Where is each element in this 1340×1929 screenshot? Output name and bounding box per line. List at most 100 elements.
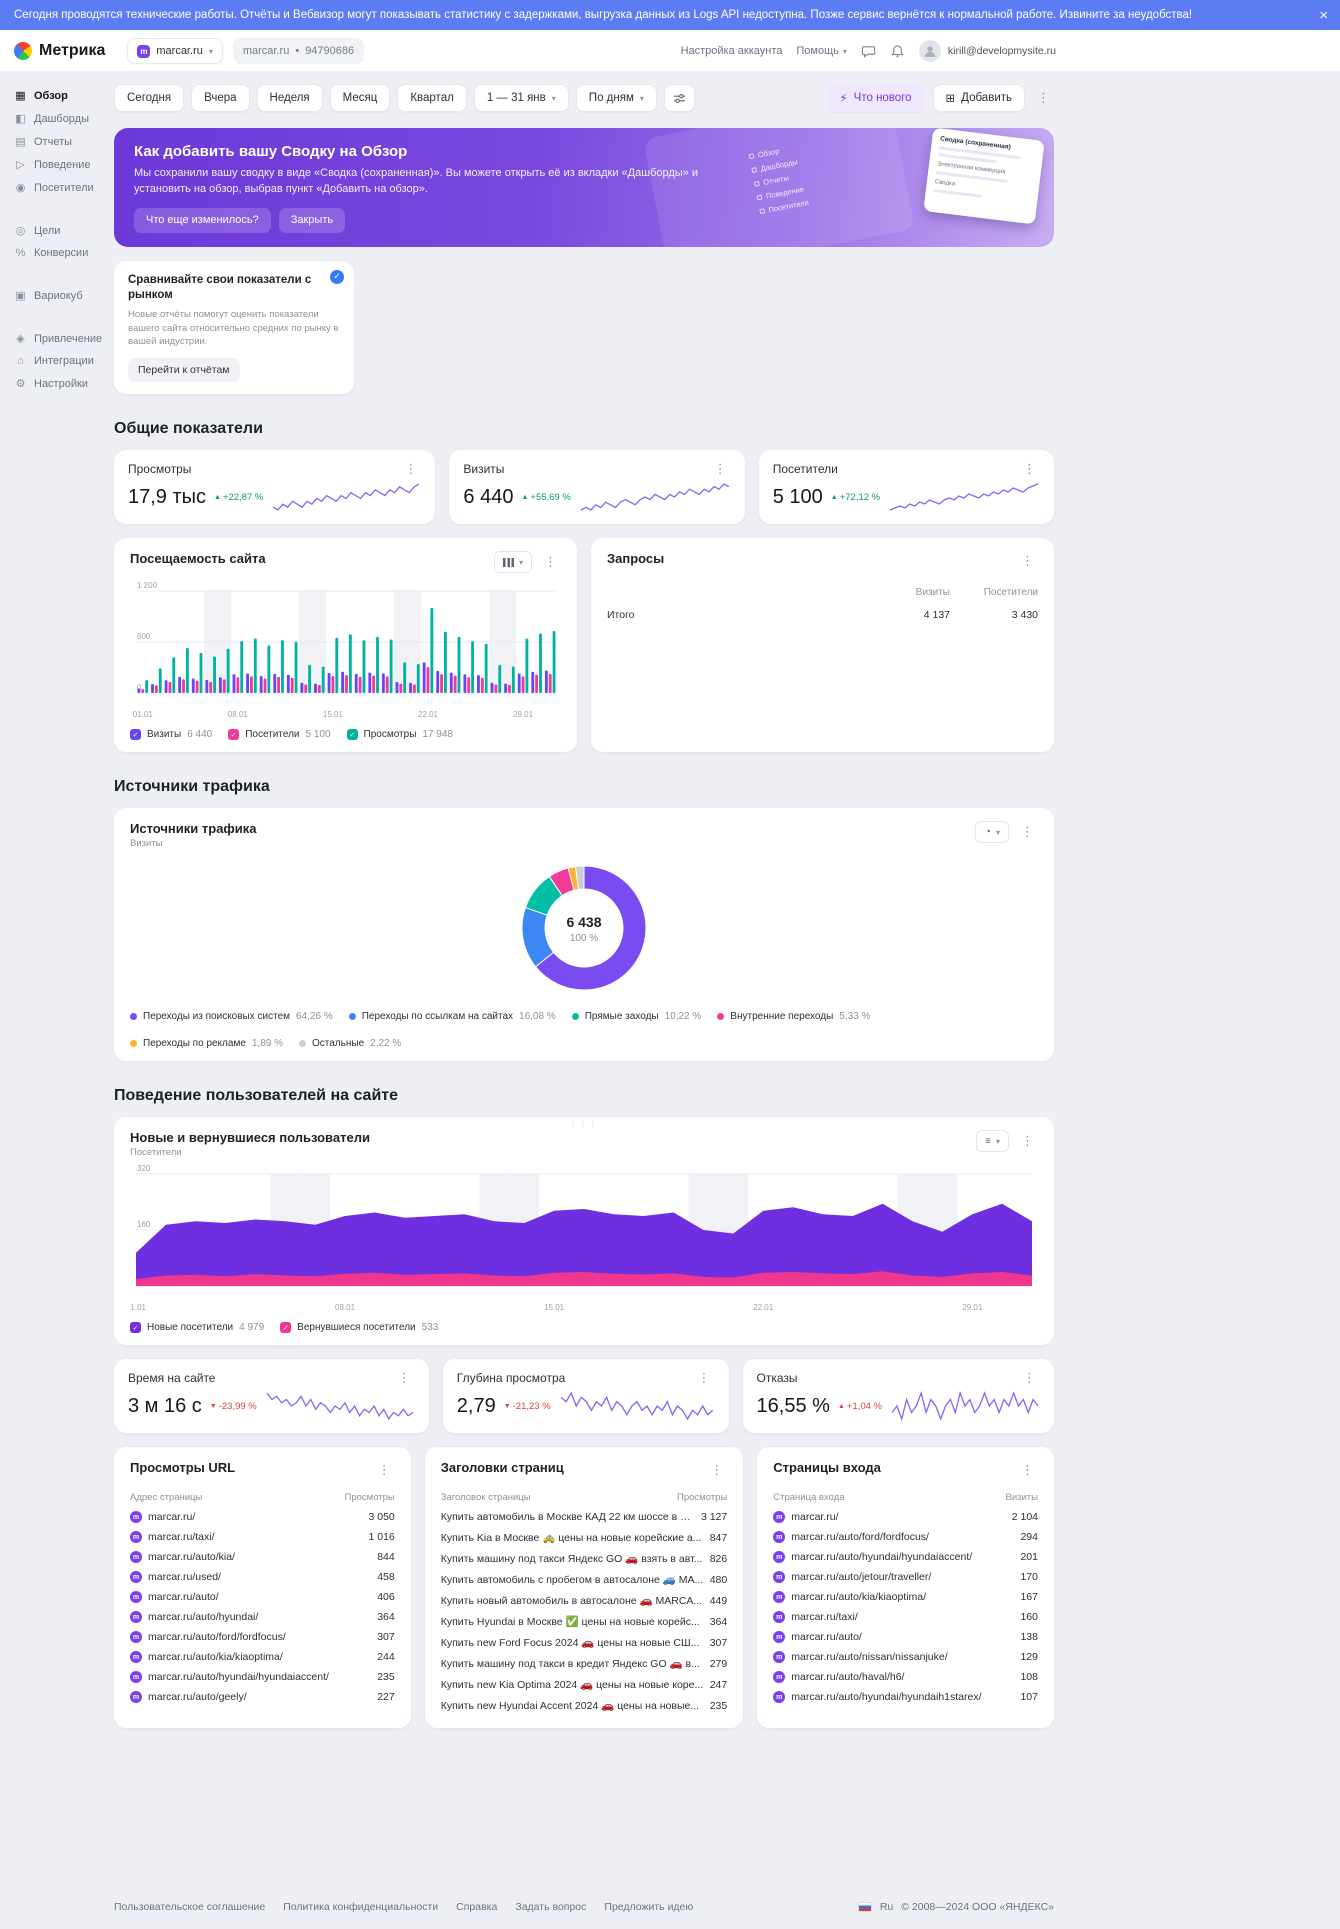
list-item[interactable]: mmarcar.ru/auto/kia/kiaoptima/167 <box>773 1587 1038 1607</box>
legend-item[interactable]: Переходы по ссылкам на сайтах16,08 % <box>349 1011 556 1022</box>
list-item[interactable]: mmarcar.ru/auto/kia/844 <box>130 1547 395 1567</box>
list-item[interactable]: mmarcar.ru/auto/hyundai/hyundaiaccent/20… <box>773 1547 1038 1567</box>
list-item[interactable]: Купить новый автомобиль в автосалоне 🚗 M… <box>441 1590 727 1611</box>
kebab-menu-icon[interactable]: ⋮ <box>1017 1460 1038 1480</box>
metrika-logo[interactable]: Метрика <box>14 42 105 60</box>
account-settings-link[interactable]: Настройка аккаунта <box>681 45 783 57</box>
list-item[interactable]: mmarcar.ru/taxi/1 016 <box>130 1527 395 1547</box>
kebab-menu-icon[interactable]: ⋮ <box>540 552 561 572</box>
list-item[interactable]: mmarcar.ru/2 104 <box>773 1507 1038 1527</box>
grouping-select[interactable]: По дням ▾ <box>576 84 657 112</box>
legend-checkbox-icon[interactable]: ✓ <box>130 729 141 740</box>
legend-item[interactable]: ✓Просмотры17 948 <box>347 729 453 740</box>
legend-item[interactable]: ✓Посетители5 100 <box>228 729 330 740</box>
legend-checkbox-icon[interactable]: ✓ <box>280 1322 291 1333</box>
list-item[interactable]: mmarcar.ru/taxi/160 <box>773 1607 1038 1627</box>
chat-icon[interactable] <box>861 44 876 59</box>
list-item[interactable]: mmarcar.ru/auto/ford/fordfocus/307 <box>130 1627 395 1647</box>
legend-item[interactable]: ✓Вернувшиеся посетители533 <box>280 1322 438 1333</box>
list-item[interactable]: mmarcar.ru/auto/ford/fordfocus/294 <box>773 1527 1038 1547</box>
legend-item[interactable]: Прямые заходы10,22 % <box>572 1011 702 1022</box>
sidebar-item-settings[interactable]: ⚙Настройки <box>10 372 100 395</box>
footer-link-4[interactable]: Предложить идею <box>604 1901 693 1913</box>
list-item[interactable]: Купить new Ford Focus 2024 🚗 цены на нов… <box>441 1632 727 1653</box>
kebab-menu-icon[interactable]: ⋮ <box>1017 551 1038 571</box>
period-button-quarter[interactable]: Квартал <box>397 84 466 112</box>
legend-item[interactable]: Остальные2,22 % <box>299 1038 401 1049</box>
kebab-menu-icon[interactable]: ⋮ <box>1017 1131 1038 1151</box>
footer-link-2[interactable]: Справка <box>456 1901 497 1913</box>
list-item[interactable]: Купить машину под такси в кредит Яндекс … <box>441 1653 727 1674</box>
whats-new-button[interactable]: ⚡ Что нового <box>827 84 925 112</box>
list-item[interactable]: Купить автомобиль с пробегом в автосалон… <box>441 1569 727 1590</box>
list-item[interactable]: mmarcar.ru/auto/406 <box>130 1587 395 1607</box>
list-item[interactable]: Купить Hyundai в Москве ✅ цены на новые … <box>441 1611 727 1632</box>
notifications-bell-icon[interactable] <box>890 44 905 59</box>
date-range-select[interactable]: 1 — 31 янв ▾ <box>474 84 569 112</box>
language-label[interactable]: Ru <box>880 1901 893 1913</box>
user-menu[interactable]: kirill@developmysite.ru <box>919 40 1056 62</box>
chart-type-select[interactable]: ▾ <box>494 551 532 573</box>
period-button-yesterday[interactable]: Вчера <box>191 84 249 112</box>
list-item[interactable]: Купить new Kia Optima 2024 🚗 цены на нов… <box>441 1674 727 1695</box>
list-item[interactable]: mmarcar.ru/auto/nissan/nissanjuke/129 <box>773 1647 1038 1667</box>
kebab-menu-icon[interactable]: ⋮ <box>400 459 421 479</box>
help-link[interactable]: Помощь▾ <box>796 45 847 57</box>
kebab-menu-icon[interactable]: ⋮ <box>1019 459 1040 479</box>
list-item[interactable]: mmarcar.ru/used/458 <box>130 1567 395 1587</box>
sidebar-item-overview[interactable]: ▦Обзор <box>10 84 100 107</box>
kebab-menu-icon[interactable]: ⋮ <box>1033 88 1054 108</box>
promo-more-button[interactable]: Что еще изменилось? <box>134 208 271 233</box>
kebab-menu-icon[interactable]: ⋮ <box>706 1460 727 1480</box>
legend-checkbox-icon[interactable]: ✓ <box>130 1322 141 1333</box>
list-item[interactable]: mmarcar.ru/auto/138 <box>773 1627 1038 1647</box>
promo-dismiss-icon[interactable]: × <box>1034 136 1042 152</box>
drag-handle-icon[interactable]: ⋮⋮⋮ <box>569 1119 599 1128</box>
legend-item[interactable]: ✓Новые посетители4 979 <box>130 1322 264 1333</box>
period-button-month[interactable]: Месяц <box>330 84 391 112</box>
check-circle-icon[interactable]: ✓ <box>330 270 344 284</box>
kebab-menu-icon[interactable]: ⋮ <box>710 459 731 479</box>
legend-item[interactable]: ✓Визиты6 440 <box>130 729 212 740</box>
kebab-menu-icon[interactable]: ⋮ <box>1019 1368 1040 1388</box>
sidebar-item-goals[interactable]: ◎Цели <box>10 219 100 242</box>
period-button-today[interactable]: Сегодня <box>114 84 184 112</box>
list-item[interactable]: mmarcar.ru/auto/geely/227 <box>130 1687 395 1707</box>
list-item[interactable]: mmarcar.ru/auto/hyundai/hyundaih1starex/… <box>773 1687 1038 1707</box>
chart-type-select[interactable]: ≡ ▾ <box>976 1130 1009 1152</box>
sidebar-item-integrations[interactable]: ⌂Интеграции <box>10 350 100 372</box>
kebab-menu-icon[interactable]: ⋮ <box>1017 822 1038 842</box>
kebab-menu-icon[interactable]: ⋮ <box>694 1368 715 1388</box>
kebab-menu-icon[interactable]: ⋮ <box>394 1368 415 1388</box>
list-item[interactable]: mmarcar.ru/auto/kia/kiaoptima/244 <box>130 1647 395 1667</box>
sidebar-item-conversions[interactable]: %Конверсии <box>10 242 100 264</box>
banner-close-icon[interactable]: × <box>1319 0 1328 30</box>
sidebar-item-acquisition[interactable]: ◈Привлечение <box>10 327 100 350</box>
legend-item[interactable]: Переходы по рекламе1,89 % <box>130 1038 283 1049</box>
legend-checkbox-icon[interactable]: ✓ <box>347 729 358 740</box>
add-widget-button[interactable]: ⊞ Добавить <box>933 84 1025 112</box>
segment-filters-button[interactable] <box>664 84 695 112</box>
list-item[interactable]: mmarcar.ru/auto/haval/h6/108 <box>773 1667 1038 1687</box>
sidebar-item-variocube[interactable]: ▣Вариокуб <box>10 284 100 307</box>
footer-link-3[interactable]: Задать вопрос <box>515 1901 586 1913</box>
sidebar-item-reports[interactable]: ▤Отчеты <box>10 130 100 153</box>
period-button-week[interactable]: Неделя <box>257 84 323 112</box>
list-item[interactable]: mmarcar.ru/auto/hyundai/364 <box>130 1607 395 1627</box>
go-to-reports-button[interactable]: Перейти к отчётам <box>128 358 240 382</box>
list-item[interactable]: Купить автомобиль в Москве КАД 22 км шос… <box>441 1507 727 1527</box>
list-item[interactable]: Купить машину под такси Яндекс GO 🚗 взят… <box>441 1548 727 1569</box>
counter-selector[interactable]: m marcar.ru ▾ <box>127 38 222 64</box>
list-item[interactable]: Купить new Hyundai Accent 2024 🚗 цены на… <box>441 1695 727 1716</box>
legend-checkbox-icon[interactable]: ✓ <box>228 729 239 740</box>
sidebar-item-dashboards[interactable]: ◧Дашборды <box>10 107 100 130</box>
sidebar-item-visitors[interactable]: ◉Посетители <box>10 176 100 199</box>
legend-item[interactable]: Внутренние переходы5,33 % <box>717 1011 870 1022</box>
promo-close-button[interactable]: Закрыть <box>279 208 345 233</box>
list-item[interactable]: mmarcar.ru/3 050 <box>130 1507 395 1527</box>
footer-link-0[interactable]: Пользовательское соглашение <box>114 1901 265 1913</box>
list-item[interactable]: mmarcar.ru/auto/jetour/traveller/170 <box>773 1567 1038 1587</box>
kebab-menu-icon[interactable]: ⋮ <box>374 1460 395 1480</box>
legend-item[interactable]: Переходы из поисковых систем64,26 % <box>130 1011 333 1022</box>
list-item[interactable]: Купить Kia в Москве 🚕 цены на новые коре… <box>441 1527 727 1548</box>
